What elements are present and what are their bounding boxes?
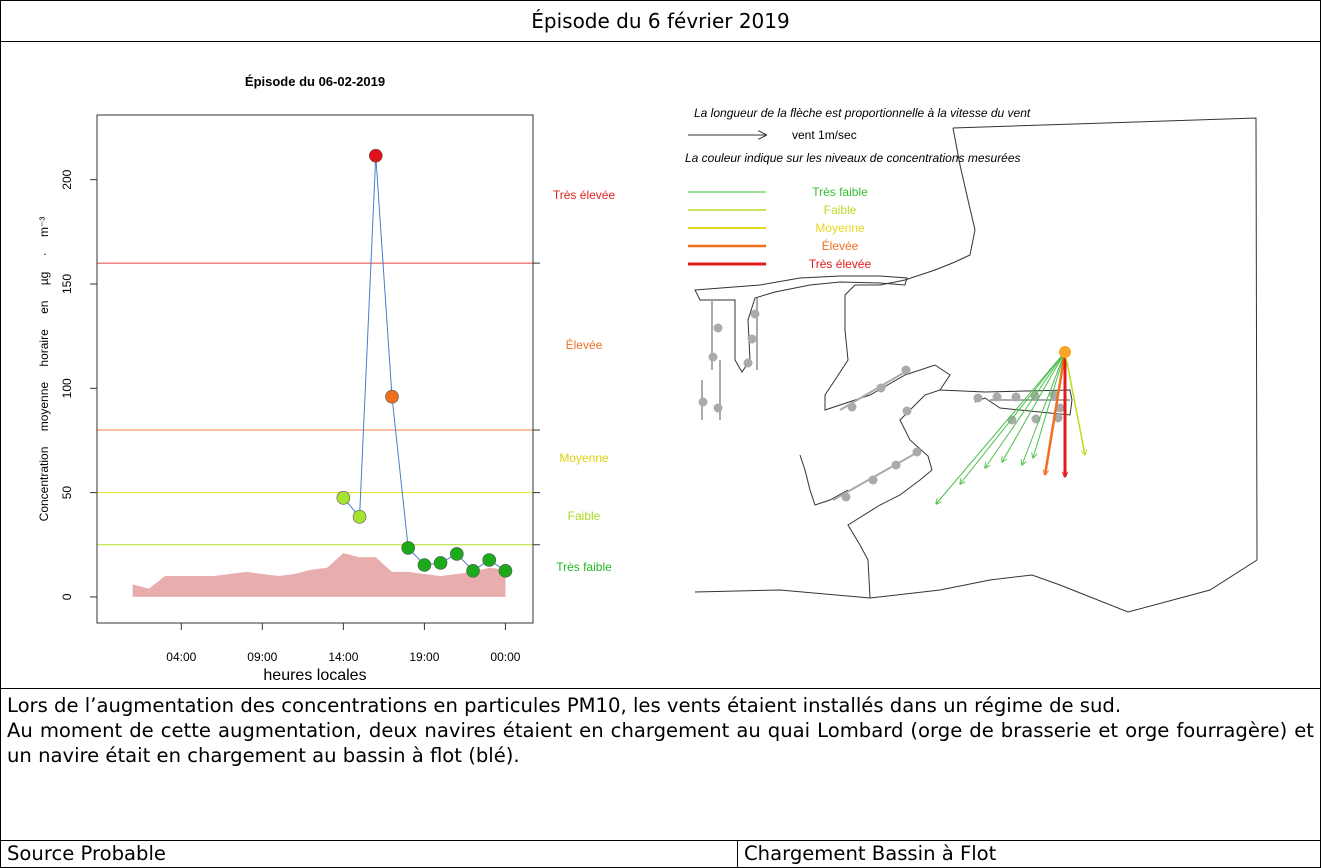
x-tick-label: 19:00 bbox=[409, 650, 439, 664]
map-outline bbox=[694, 117, 1258, 613]
zone-label: Faible bbox=[568, 509, 601, 523]
point bbox=[433, 556, 448, 570]
point bbox=[482, 553, 497, 567]
x-axis-label: heures locales bbox=[263, 667, 366, 684]
y-axis-label: Concentration moyenne horaire en µg · m⁻… bbox=[37, 217, 51, 522]
map-note: La longueur de la flèche est proportionn… bbox=[694, 106, 1031, 120]
point bbox=[417, 558, 432, 572]
text-cell: Lors de l’augmentation des concentration… bbox=[0, 688, 1321, 841]
map-legend: Très faible Faible Moyenne Élevée Très élevé… bbox=[688, 185, 871, 271]
footer-cell: Chargement Bassin à Flot bbox=[737, 840, 1321, 868]
footer-cell: Source Probable bbox=[0, 840, 738, 868]
legend-label: Faible bbox=[824, 203, 857, 217]
paragraph: Lors de l’augmentation des concentration… bbox=[7, 694, 1122, 717]
legend-label: Très faible bbox=[812, 185, 868, 199]
y-tick-label: 0 bbox=[60, 593, 74, 600]
zone-label: Moyenne bbox=[559, 451, 609, 465]
chart-title: Épisode du 06-02-2019 bbox=[245, 74, 385, 89]
point bbox=[385, 389, 399, 404]
x-tick-label: 09:00 bbox=[247, 650, 277, 664]
point bbox=[450, 547, 464, 561]
line bbox=[342, 155, 506, 572]
legend-label: Moyenne bbox=[815, 221, 865, 235]
area bbox=[132, 553, 506, 597]
plot-box bbox=[96, 114, 534, 624]
y-tick-label: 200 bbox=[60, 169, 74, 189]
paragraph: Au moment de cette augmentation, deux na… bbox=[7, 719, 1314, 767]
zone-label: Très faible bbox=[556, 560, 612, 574]
map-note: La couleur indique sur les niveaux de co… bbox=[685, 151, 1021, 165]
legend-label: Très élevée bbox=[809, 257, 872, 271]
point bbox=[352, 510, 367, 524]
x-tick-label: 14:00 bbox=[328, 650, 358, 664]
zone-label: Élevée bbox=[566, 337, 603, 352]
y-tick-label: 50 bbox=[60, 486, 74, 500]
x-tick-label: 00:00 bbox=[490, 650, 520, 664]
zone-label: Très élevée bbox=[553, 188, 616, 202]
y-tick-label: 100 bbox=[60, 378, 74, 398]
x-tick-label: 04:00 bbox=[166, 650, 196, 664]
point bbox=[466, 564, 480, 578]
map-docks bbox=[698, 298, 1070, 502]
figure: La longueur de la flèche est proportionn… bbox=[37, 74, 1258, 684]
legend-label: Élevée bbox=[822, 238, 859, 253]
point bbox=[336, 491, 351, 505]
map-scale-label: vent 1m/sec bbox=[792, 128, 857, 142]
point bbox=[401, 541, 415, 555]
wind-arrows bbox=[936, 346, 1085, 504]
point bbox=[498, 564, 513, 578]
y-tick-label: 150 bbox=[60, 274, 74, 294]
point bbox=[368, 148, 383, 163]
